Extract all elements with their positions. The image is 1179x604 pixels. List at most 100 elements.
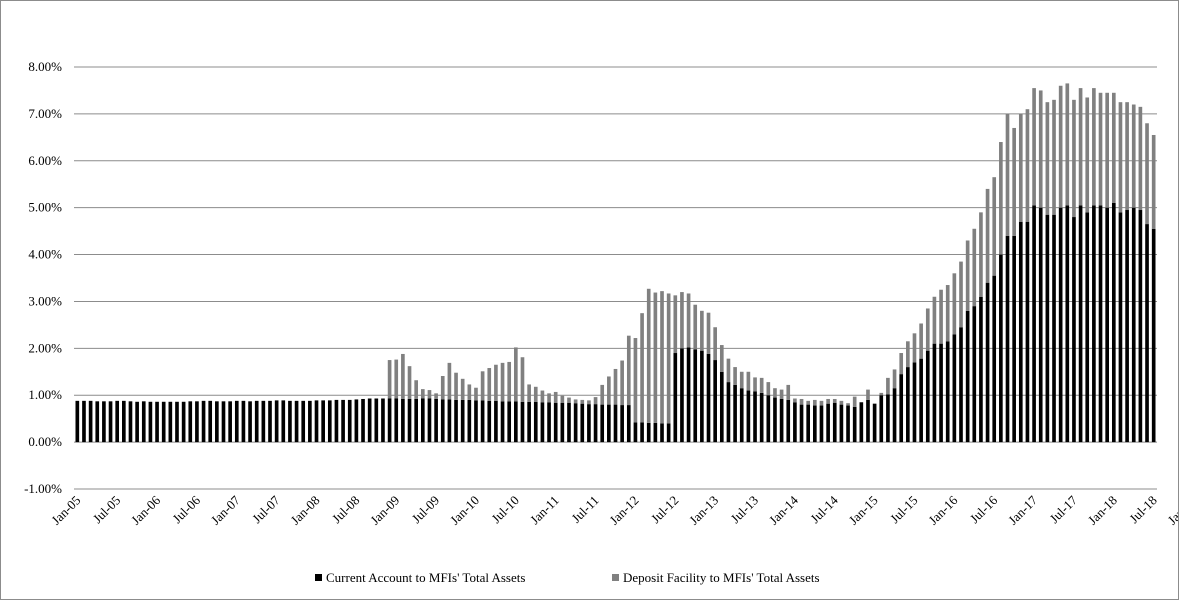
bar-current-account <box>341 399 345 443</box>
bar-current-account <box>494 400 498 443</box>
bar-current-account <box>321 400 325 443</box>
bar-deposit-facility <box>866 389 870 400</box>
bar-deposit-facility <box>1092 88 1096 206</box>
bar-deposit-facility <box>799 398 804 405</box>
bar-current-account <box>254 400 259 443</box>
bar-current-account <box>161 401 166 443</box>
bar-current-account <box>726 382 731 443</box>
legend-swatch-deposit-facility <box>612 574 619 581</box>
bar-deposit-facility <box>1072 99 1076 218</box>
bar-deposit-facility <box>1058 85 1063 208</box>
bar-current-account <box>88 400 93 443</box>
bar-current-account <box>75 400 80 443</box>
bar-current-account <box>1032 205 1036 443</box>
bar-current-account <box>633 422 638 443</box>
bar-current-account <box>374 398 379 443</box>
bar-current-account <box>786 399 791 443</box>
bar-current-account <box>1058 207 1063 443</box>
bar-deposit-facility <box>906 341 910 368</box>
x-tick-label: Jan-16 <box>925 492 960 527</box>
bar-deposit-facility <box>547 393 551 403</box>
bar-current-account <box>1092 205 1096 443</box>
bar-deposit-facility <box>879 392 884 396</box>
bar-deposit-facility <box>454 372 458 400</box>
bar-deposit-facility <box>719 345 724 372</box>
bar-deposit-facility <box>1138 106 1143 211</box>
bar-current-account <box>241 400 246 443</box>
bar-deposit-facility <box>992 177 997 276</box>
bar-current-account <box>1125 210 1129 443</box>
x-tick-label: Jul-09 <box>409 493 443 527</box>
bar-deposit-facility <box>1118 102 1123 213</box>
bar-deposit-facility <box>1131 104 1136 208</box>
bar-current-account <box>188 401 193 443</box>
bar-deposit-facility <box>739 371 744 389</box>
y-tick-label: 7.00% <box>28 106 62 121</box>
bar-deposit-facility <box>945 285 950 342</box>
bar-deposit-facility <box>726 358 731 383</box>
bar-deposit-facility <box>686 293 691 348</box>
bar-deposit-facility <box>766 382 771 396</box>
bar-current-account <box>992 275 997 443</box>
bar-current-account <box>660 423 664 443</box>
bar-current-account <box>553 402 558 443</box>
bar-deposit-facility <box>819 400 824 406</box>
bar-current-account <box>467 399 472 443</box>
bar-deposit-facility <box>460 378 465 400</box>
bar-current-account <box>327 400 332 443</box>
y-tick-label: 5.00% <box>28 200 62 215</box>
bar-current-account <box>646 422 651 443</box>
bar-current-account <box>852 406 857 443</box>
bar-deposit-facility <box>759 377 764 393</box>
bar-deposit-facility <box>899 353 904 375</box>
bar-current-account <box>1065 205 1070 443</box>
x-tick-label: Jan-12 <box>606 493 641 528</box>
x-tick-label: Jan-06 <box>128 492 163 527</box>
bar-current-account <box>573 403 578 443</box>
x-tick-label: Jul-08 <box>329 493 363 527</box>
bar-deposit-facility <box>420 389 425 399</box>
bar-deposit-facility <box>1025 109 1030 222</box>
bar-current-account <box>819 405 824 443</box>
bar-current-account <box>1045 214 1050 443</box>
bar-current-account <box>899 374 904 443</box>
bar-deposit-facility <box>793 398 797 403</box>
bar-deposit-facility <box>1098 92 1103 206</box>
x-tick-label: Jan-17 <box>1005 492 1040 527</box>
bar-deposit-facility <box>839 400 844 405</box>
y-tick-label: -1.00% <box>24 481 62 496</box>
bar-current-account <box>367 398 372 443</box>
bars <box>75 83 1156 443</box>
bar-deposit-facility <box>580 399 585 404</box>
x-tick-label: Jan-19 <box>1165 493 1178 528</box>
bar-current-account <box>812 405 817 443</box>
bar-deposit-facility <box>812 399 817 406</box>
bar-current-account <box>700 350 704 443</box>
bar-deposit-facility <box>979 212 983 297</box>
bar-current-account <box>839 404 844 443</box>
bar-current-account <box>434 398 438 443</box>
bar-current-account <box>1118 212 1123 443</box>
bar-deposit-facility <box>467 384 472 400</box>
bar-current-account <box>965 310 970 443</box>
bar-deposit-facility <box>480 371 485 401</box>
bar-current-account <box>334 399 339 443</box>
bar-deposit-facility <box>533 386 538 402</box>
bar-current-account <box>288 400 292 443</box>
bar-current-account <box>779 398 784 443</box>
bar-deposit-facility <box>892 369 897 389</box>
bar-deposit-facility <box>680 292 684 349</box>
bar-current-account <box>401 398 405 443</box>
bar-current-account <box>248 401 252 443</box>
bar-current-account <box>733 384 737 443</box>
bar-current-account <box>420 398 425 443</box>
x-tick-label: Jul-05 <box>90 493 124 527</box>
bar-current-account <box>122 400 126 443</box>
bar-current-account <box>1025 221 1030 443</box>
bar-current-account <box>221 401 226 443</box>
legend: Current Account to MFIs' Total Assets De… <box>315 570 820 585</box>
bar-current-account <box>261 400 266 443</box>
bar-current-account <box>294 400 299 443</box>
bar-deposit-facility <box>673 295 678 354</box>
